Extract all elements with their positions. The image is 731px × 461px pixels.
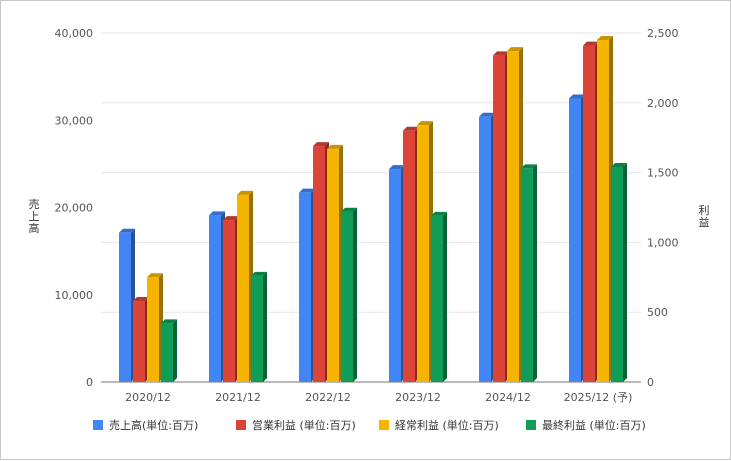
left-tick-label: 30,000 bbox=[55, 114, 94, 127]
legend-swatch bbox=[93, 420, 103, 430]
bar bbox=[119, 228, 135, 382]
legend-item: 営業利益 (単位:百万) bbox=[236, 418, 356, 432]
legend-label: 売上高(単位:百万) bbox=[109, 418, 198, 432]
legend-swatch bbox=[526, 420, 536, 430]
bar bbox=[209, 211, 225, 382]
category-label: 2023/12 bbox=[395, 391, 441, 404]
left-axis-title: 売上高 bbox=[29, 198, 40, 235]
bar bbox=[133, 297, 149, 382]
bar bbox=[327, 144, 343, 382]
right-axis-title: 利益 bbox=[699, 204, 710, 229]
right-tick-label: 1,000 bbox=[647, 236, 679, 249]
bar bbox=[251, 271, 267, 382]
left-tick-label: 40,000 bbox=[55, 27, 94, 40]
bar bbox=[417, 121, 433, 383]
legend-label: 経常利益 (単位:百万) bbox=[395, 418, 499, 432]
bar bbox=[147, 273, 163, 382]
bar bbox=[223, 216, 239, 382]
bar bbox=[569, 94, 585, 382]
legend-swatch bbox=[236, 420, 246, 430]
bar bbox=[597, 35, 613, 382]
right-tick-label: 0 bbox=[647, 376, 654, 389]
legend-label: 最終利益 (単位:百万) bbox=[542, 418, 646, 432]
right-tick-label: 2,500 bbox=[647, 27, 679, 40]
bar bbox=[313, 142, 329, 382]
category-label: 2022/12 bbox=[305, 391, 351, 404]
bar bbox=[521, 164, 537, 382]
category-label: 2021/12 bbox=[215, 391, 261, 404]
bar bbox=[479, 112, 495, 382]
bar bbox=[341, 207, 357, 382]
category-label: 2025/12 (予) bbox=[564, 391, 633, 404]
legend-item: 経常利益 (単位:百万) bbox=[379, 418, 499, 432]
bar bbox=[431, 211, 447, 382]
bar bbox=[507, 47, 523, 382]
bar bbox=[161, 319, 177, 382]
left-tick-label: 10,000 bbox=[55, 289, 94, 302]
bar bbox=[389, 165, 405, 382]
bar bbox=[299, 188, 315, 382]
left-tick-label: 20,000 bbox=[55, 202, 94, 215]
legend-item: 売上高(単位:百万) bbox=[93, 418, 198, 432]
bar bbox=[493, 51, 509, 382]
bar bbox=[611, 163, 627, 382]
right-tick-label: 500 bbox=[647, 306, 668, 319]
bar bbox=[403, 126, 419, 382]
bar bbox=[237, 190, 253, 382]
legend-item: 最終利益 (単位:百万) bbox=[526, 418, 646, 432]
legend-label: 営業利益 (単位:百万) bbox=[252, 418, 356, 432]
category-label: 2024/12 bbox=[485, 391, 531, 404]
category-label: 2020/12 bbox=[125, 391, 171, 404]
left-tick-label: 0 bbox=[86, 376, 93, 389]
legend-swatch bbox=[379, 420, 389, 430]
right-tick-label: 1,500 bbox=[647, 167, 679, 180]
bar bbox=[583, 41, 599, 383]
right-tick-label: 2,000 bbox=[647, 97, 679, 110]
